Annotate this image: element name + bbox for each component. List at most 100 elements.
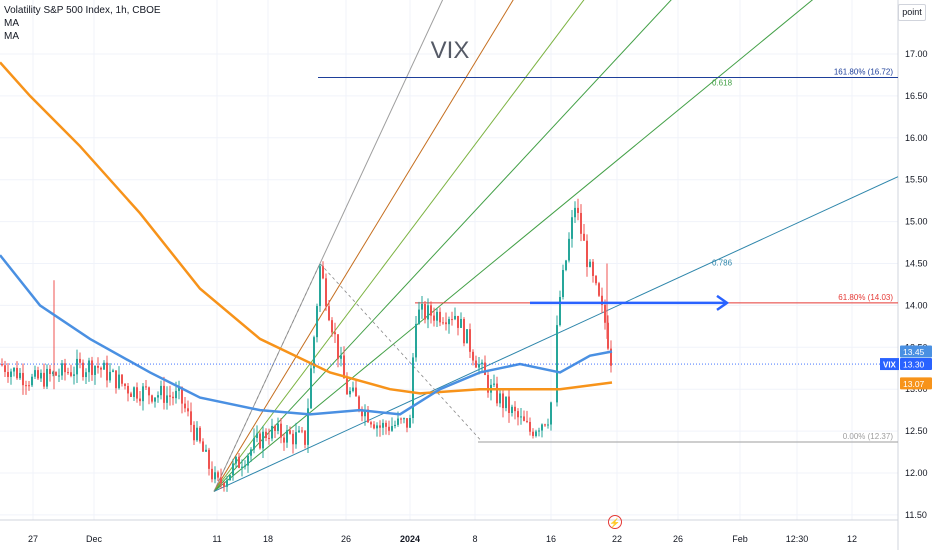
swing-dashed-line bbox=[213, 262, 481, 492]
candle-body bbox=[16, 367, 18, 379]
candle-body bbox=[310, 368, 312, 409]
time-tick-label: Feb bbox=[732, 534, 748, 544]
candle-body bbox=[307, 408, 309, 445]
candle-body bbox=[340, 355, 342, 359]
candle-body bbox=[574, 207, 576, 218]
candle-body bbox=[22, 372, 24, 386]
candle-body bbox=[250, 449, 252, 456]
candle-body bbox=[481, 362, 483, 365]
candle-body bbox=[286, 430, 288, 443]
candle-body bbox=[235, 456, 237, 464]
candle-body bbox=[607, 322, 609, 349]
candle-body bbox=[304, 430, 306, 445]
candle-body bbox=[562, 269, 564, 297]
candle-body bbox=[232, 463, 234, 476]
candle-body bbox=[163, 385, 165, 403]
candle-body bbox=[511, 406, 513, 413]
time-tick-label: 22 bbox=[612, 534, 622, 544]
symbol-badge: VIX bbox=[883, 361, 897, 370]
candle-body bbox=[583, 233, 585, 241]
candle-body bbox=[67, 372, 69, 374]
candle-body bbox=[487, 374, 489, 393]
candle-body bbox=[538, 430, 540, 432]
candle-body bbox=[43, 372, 45, 387]
candle-body bbox=[475, 360, 477, 368]
candle-body bbox=[508, 396, 510, 413]
candle-body bbox=[325, 278, 327, 307]
candle-body bbox=[403, 418, 405, 420]
candle-body bbox=[397, 418, 399, 425]
ma-orange-badge-bg bbox=[900, 377, 932, 390]
candle-body bbox=[190, 411, 192, 425]
candle-body bbox=[298, 430, 300, 433]
candle-body bbox=[238, 456, 240, 468]
time-tick-label: 27 bbox=[28, 534, 38, 544]
candle-body bbox=[7, 371, 9, 377]
fib-fan-line bbox=[213, 0, 814, 492]
candle-body bbox=[349, 390, 351, 395]
candle-body bbox=[463, 318, 465, 344]
candle-body bbox=[139, 398, 141, 402]
candle-body bbox=[460, 318, 462, 328]
candle-body bbox=[175, 390, 177, 399]
candle-body bbox=[556, 325, 558, 403]
candle-body bbox=[106, 362, 108, 381]
candle-body bbox=[595, 275, 597, 284]
candle-body bbox=[142, 386, 144, 402]
candle-body bbox=[355, 387, 357, 397]
legend-ma-1: MA bbox=[4, 18, 19, 29]
time-tick-label: 12 bbox=[847, 534, 857, 544]
candle-body bbox=[199, 427, 201, 442]
candle-body bbox=[394, 424, 396, 427]
candle-body bbox=[196, 427, 198, 441]
price-tick-label: 12.50 bbox=[905, 426, 928, 436]
candle-body bbox=[256, 433, 258, 438]
fib-fan-line bbox=[213, 0, 585, 492]
candle-body bbox=[148, 387, 150, 396]
candle-body bbox=[379, 425, 381, 428]
candle-body bbox=[76, 358, 78, 375]
candle-body bbox=[229, 475, 231, 481]
candle-body bbox=[586, 240, 588, 267]
candle-body bbox=[577, 207, 579, 213]
candle-body bbox=[604, 304, 606, 323]
candle-body bbox=[184, 403, 186, 409]
candle-body bbox=[94, 365, 96, 375]
candle-body bbox=[64, 363, 66, 373]
candle-body bbox=[79, 358, 81, 363]
candle-body bbox=[334, 332, 336, 335]
candle-body bbox=[154, 397, 156, 402]
candle-body bbox=[592, 261, 594, 276]
tradingview-logo-icon: ⚡ bbox=[608, 515, 622, 529]
candle-body bbox=[265, 431, 267, 438]
candle-body bbox=[328, 306, 330, 321]
candle-body bbox=[100, 367, 102, 370]
candle-body bbox=[610, 348, 612, 366]
candle-body bbox=[28, 385, 30, 387]
price-scale-unit-button[interactable]: point bbox=[898, 4, 926, 21]
candle-body bbox=[532, 431, 534, 436]
candle-body bbox=[274, 425, 276, 431]
candle-body bbox=[46, 368, 48, 387]
candle-body bbox=[376, 425, 378, 429]
fib-fan-label: 0.786 bbox=[712, 258, 733, 267]
candle-body bbox=[568, 238, 570, 261]
fib-fan-line bbox=[213, 0, 444, 492]
candle-body bbox=[319, 266, 321, 307]
candle-body bbox=[244, 465, 246, 467]
candle-body bbox=[472, 351, 474, 361]
candle-body bbox=[193, 424, 195, 441]
candle-body bbox=[13, 367, 15, 372]
candle-body bbox=[133, 387, 135, 397]
candle-body bbox=[223, 483, 225, 487]
candle-body bbox=[385, 422, 387, 427]
candle-body bbox=[25, 385, 27, 387]
candle-body bbox=[400, 418, 402, 420]
candle-body bbox=[430, 305, 432, 316]
candle-body bbox=[451, 319, 453, 321]
candle-body bbox=[217, 472, 219, 478]
candle-body bbox=[346, 378, 348, 395]
candle-body bbox=[601, 295, 603, 305]
candle-body bbox=[115, 370, 117, 389]
candle-body bbox=[526, 420, 528, 422]
